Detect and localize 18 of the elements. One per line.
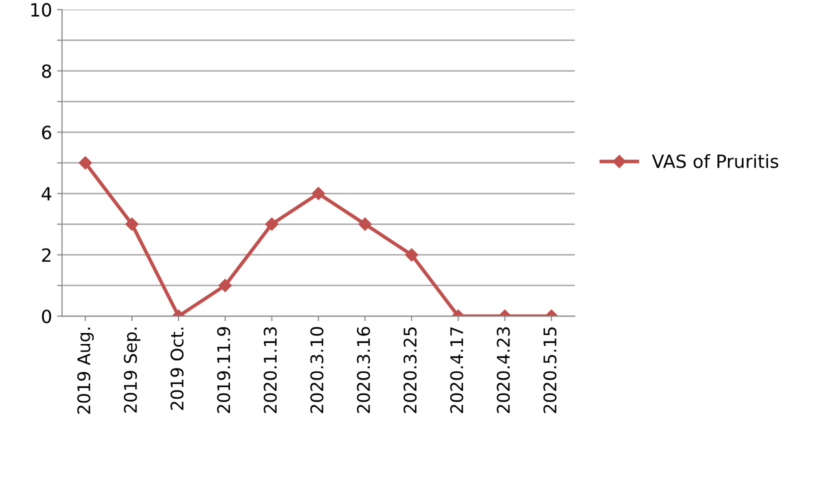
x-tick-label: 2019 Aug. <box>77 328 94 414</box>
x-tick-label: 2020.4.23 <box>496 327 510 413</box>
x-tick-label: 2020.5.15 <box>543 327 556 413</box>
x-tick-label: 2019.11.9 <box>217 327 230 413</box>
x-tick-label: 2020.3.16 <box>356 326 370 413</box>
x-tick-label: 2020.3.10 <box>310 327 324 413</box>
legend-label: VAS of Pruritis <box>652 154 778 168</box>
y-tick-label: 10 <box>31 3 52 17</box>
y-tick-label: 8 <box>42 64 52 78</box>
x-tick-label: 2019 Sep. <box>124 328 140 413</box>
y-tick-label: 4 <box>42 187 52 200</box>
y-tick-label: 0 <box>42 310 52 324</box>
x-tick-label: 2020.4.17 <box>450 327 464 413</box>
y-tick-label: 6 <box>42 126 52 140</box>
x-tick-label: 2020.3.25 <box>404 327 417 413</box>
x-tick-label: 2019 Oct. <box>170 328 184 410</box>
y-tick-label: 2 <box>42 248 50 262</box>
x-tick-label: 2020.1.13 <box>264 327 277 413</box>
